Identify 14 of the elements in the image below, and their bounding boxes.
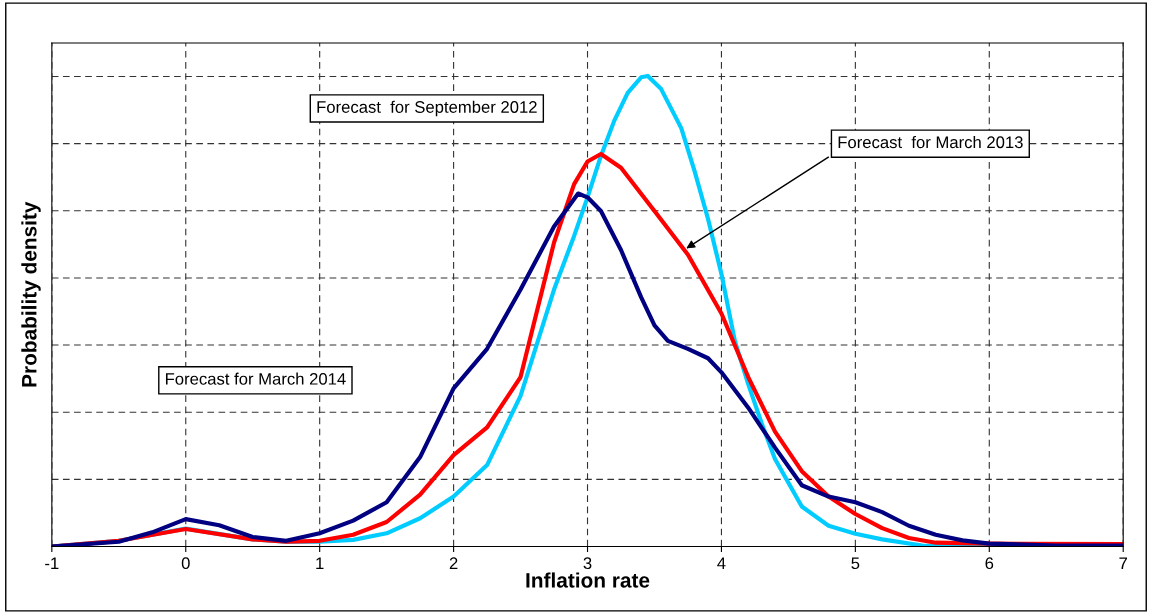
annotation: Forecast for March 2014 — [165, 372, 346, 385]
x-tick-label: 6 — [985, 557, 994, 570]
x-tick-label: -1 — [45, 557, 59, 569]
x-tick-label: 7 — [1119, 557, 1127, 569]
y-axis-title: Probability density — [21, 201, 41, 387]
annotation: Forecast for September 2012 — [317, 100, 537, 117]
x-axis-title: Inflation rate — [526, 572, 650, 588]
x-tick-label: 3 — [583, 557, 592, 570]
x-tick-label: 5 — [851, 557, 860, 570]
x-tick-label: 4 — [717, 557, 726, 569]
x-tick-label: 2 — [449, 557, 458, 569]
annotation: Forecast for March 2013 — [838, 135, 1023, 149]
x-tick-label: 0 — [181, 557, 190, 570]
x-tick-label: 1 — [316, 557, 324, 569]
